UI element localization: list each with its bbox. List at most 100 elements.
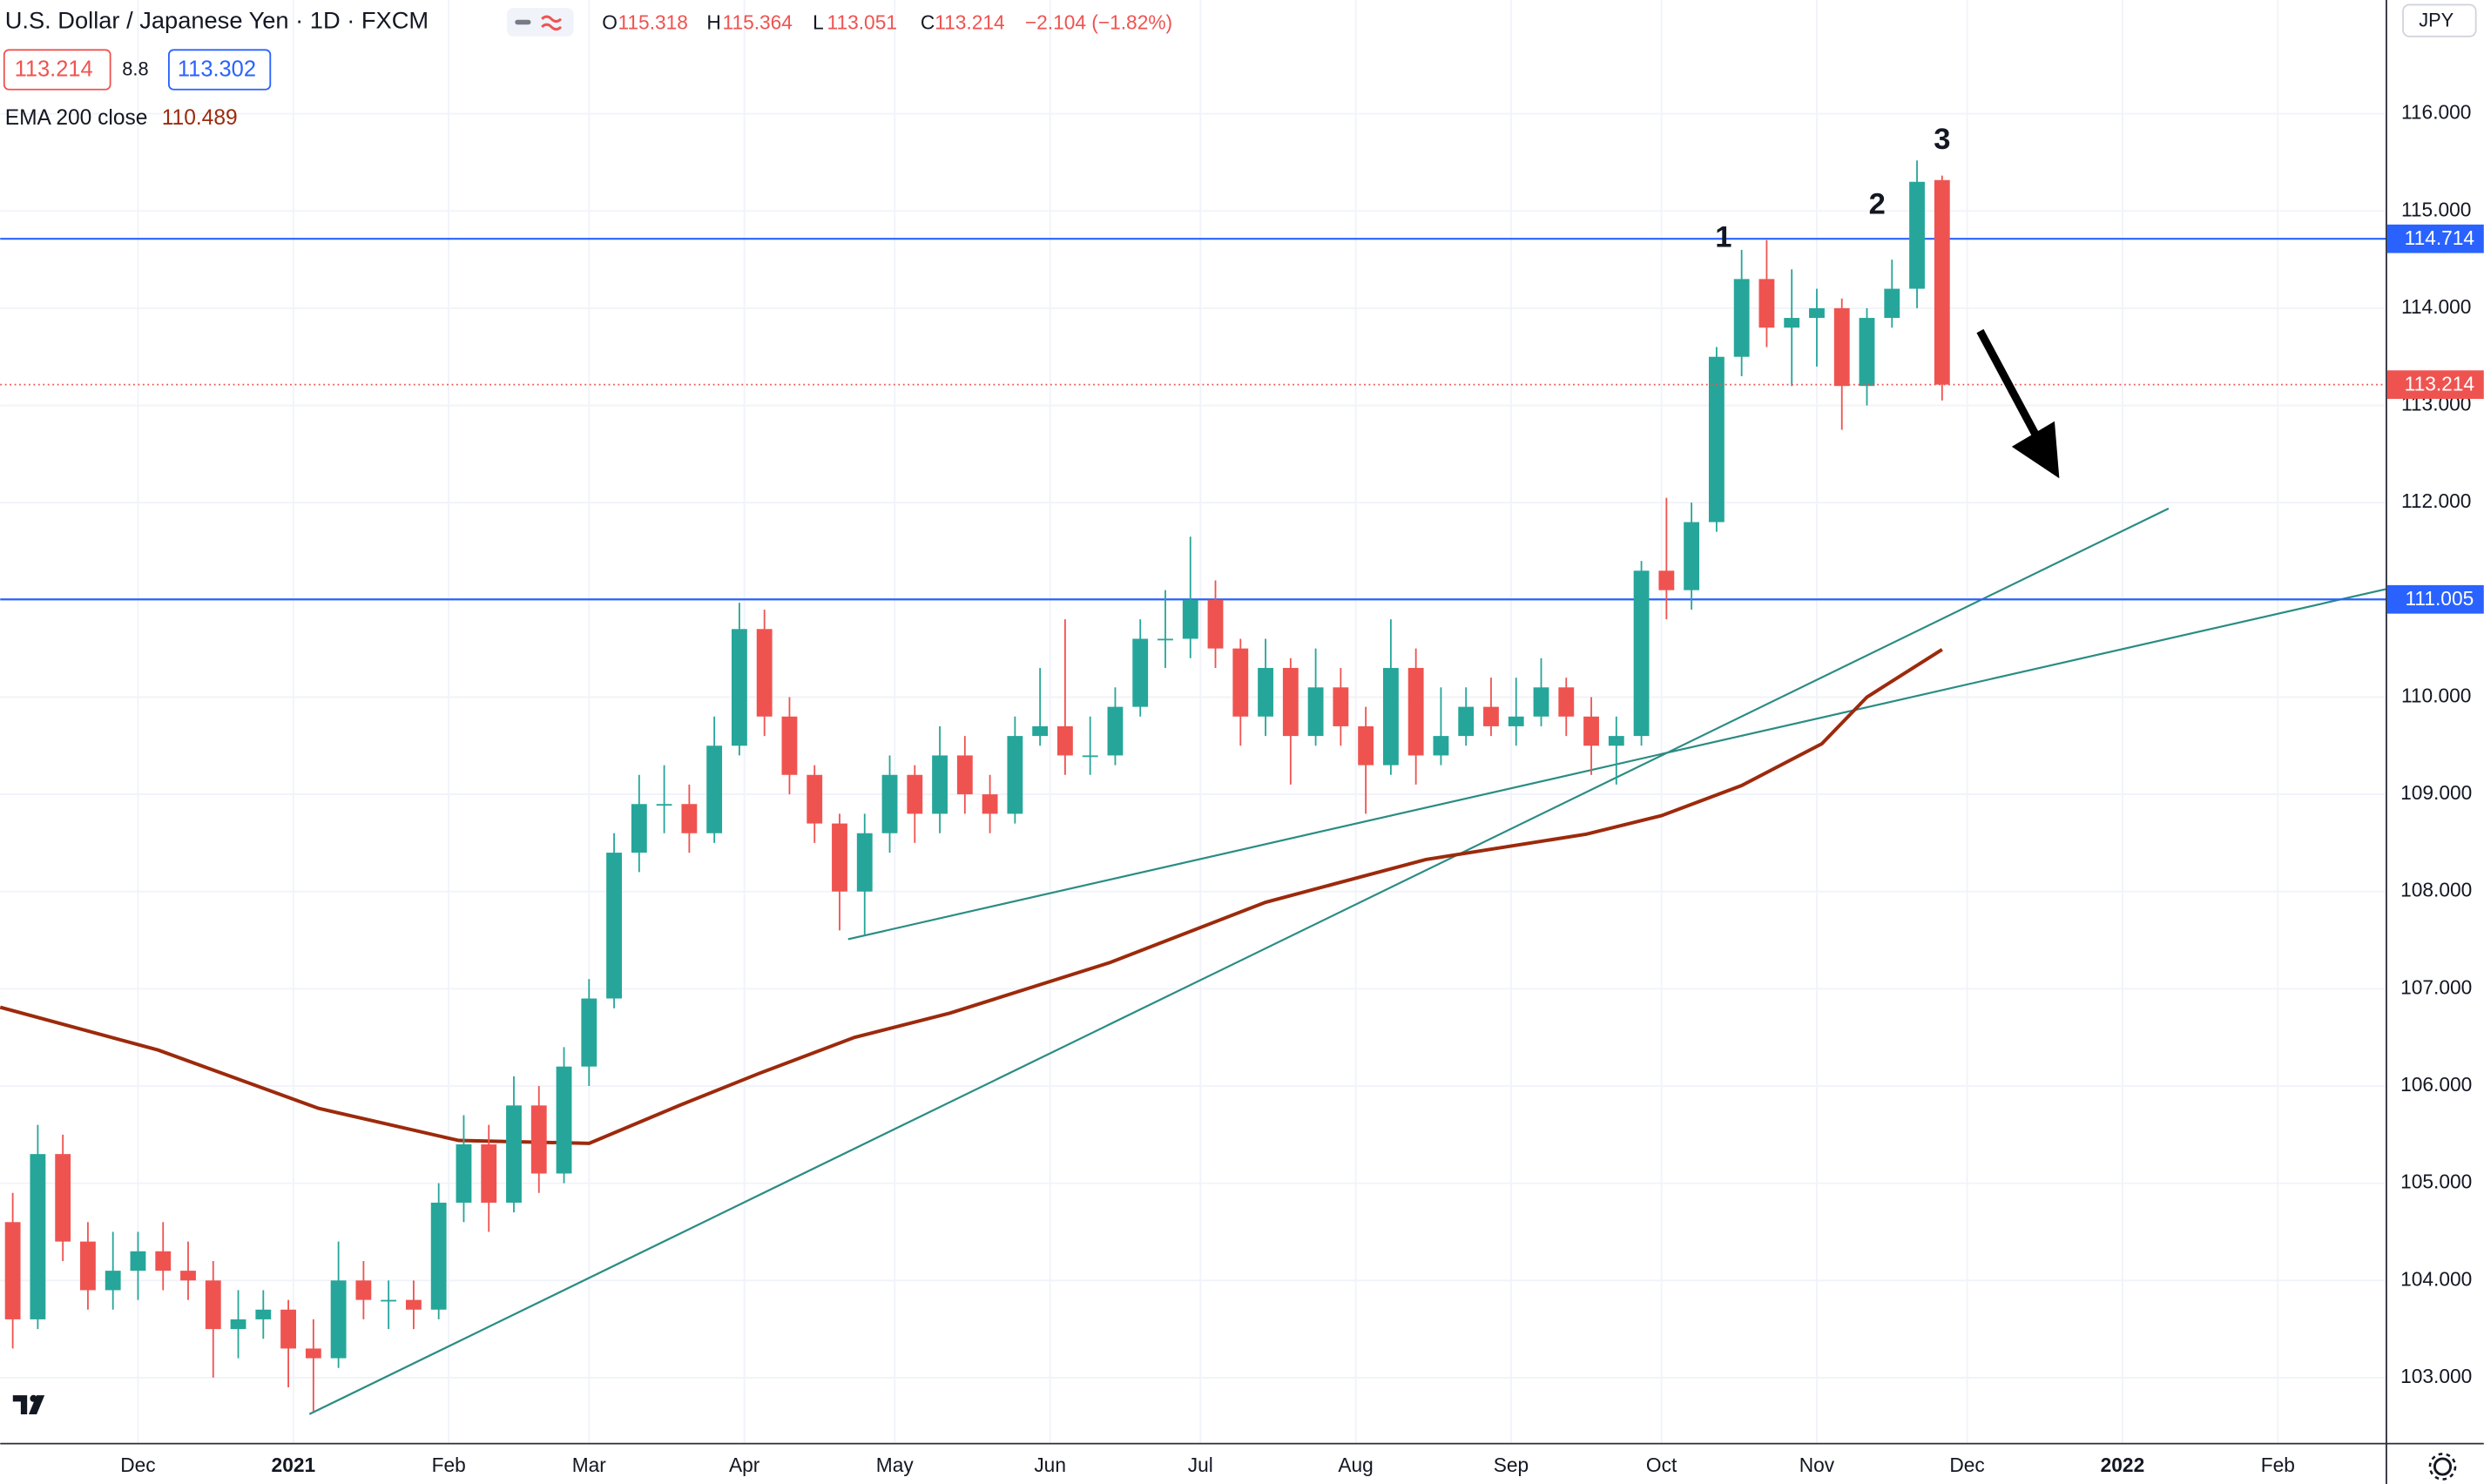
ohlc-value: 113.051 — [827, 10, 897, 33]
level-label: 111.005 — [2405, 587, 2474, 610]
logo-mark — [12, 1395, 45, 1414]
y-tick-label: 116.000 — [2401, 101, 2471, 124]
candle-body — [381, 1299, 397, 1302]
candle-body — [556, 1066, 572, 1174]
grid — [0, 0, 2386, 1443]
trendline — [308, 507, 2170, 1415]
candle-body — [731, 629, 747, 746]
currency: JPY — [2419, 9, 2454, 30]
y-tick-label: 109.000 — [2400, 781, 2472, 804]
candle-body — [1433, 736, 1449, 756]
candle-body — [330, 1280, 347, 1359]
candle-body — [1758, 279, 1775, 328]
candle-body — [1032, 725, 1049, 737]
candle-body — [55, 1154, 71, 1242]
level-label-box — [2386, 224, 2484, 253]
candle-body — [656, 804, 672, 806]
ohlc-label: O — [602, 10, 618, 33]
bid-box[interactable] — [3, 49, 111, 91]
y-tick-label: 103.000 — [2400, 1365, 2472, 1387]
candle-body — [1708, 356, 1725, 523]
candle-body — [1082, 755, 1098, 758]
candle-body — [1809, 307, 1825, 319]
ohlc-value: 115.364 — [723, 10, 793, 33]
arrow-head — [2011, 421, 2060, 479]
candle-body — [581, 998, 597, 1067]
x-tick-label: Feb — [432, 1454, 466, 1476]
x-tick-label: 2021 — [272, 1454, 316, 1476]
candle-body — [230, 1319, 246, 1330]
candle-body — [1307, 687, 1324, 737]
x-tick-label: Jun — [1034, 1454, 1066, 1476]
candle-body — [80, 1241, 96, 1291]
currency-button[interactable] — [2402, 3, 2477, 37]
ask-box[interactable] — [168, 49, 272, 91]
y-tick-label: 115.000 — [2401, 198, 2471, 220]
candle-body — [807, 774, 823, 824]
x-tick-label: Nov — [1799, 1454, 1835, 1476]
candle-body — [1132, 638, 1149, 707]
logo-bg — [4, 1380, 56, 1429]
candle-body — [506, 1105, 522, 1203]
ema-line — [0, 648, 1943, 1145]
candle-body — [1684, 522, 1700, 590]
candle-body — [430, 1202, 447, 1310]
candle-body — [280, 1309, 296, 1349]
y-tick-label: 114.000 — [2401, 295, 2471, 318]
candle-body — [355, 1280, 372, 1300]
x-tick-label: May — [876, 1454, 915, 1476]
candle-body — [1533, 687, 1549, 717]
candle-body — [1407, 667, 1424, 756]
candle-body — [1608, 736, 1624, 746]
toggle-icon — [515, 19, 531, 25]
candle-body — [456, 1143, 472, 1203]
candle-body — [1583, 716, 1599, 746]
candle-body — [781, 716, 798, 775]
candle-body — [1784, 318, 1800, 328]
candle-body — [631, 804, 647, 853]
candle-body — [1232, 648, 1249, 717]
candle-body — [907, 774, 923, 814]
candle-body — [180, 1271, 196, 1281]
x-tick-label: 2022 — [2101, 1454, 2145, 1476]
candle-body — [1884, 288, 1900, 319]
candle-body — [30, 1154, 46, 1319]
candle-body — [481, 1143, 497, 1203]
candle-body — [1182, 599, 1198, 639]
candle-body — [130, 1251, 146, 1272]
candle-body — [982, 794, 998, 814]
candle-body — [1458, 706, 1475, 737]
annotation: 3 — [1934, 123, 1950, 156]
level-label-box — [2386, 584, 2484, 614]
logo-dot — [30, 1394, 37, 1402]
candle-body — [155, 1251, 172, 1272]
x-tick-label: Mar — [572, 1454, 607, 1476]
last-price-box — [2386, 370, 2484, 400]
toggle-icon — [541, 15, 563, 31]
spread: 8.8 — [122, 58, 148, 80]
y-tick-label: 107.000 — [2400, 975, 2472, 998]
candle-body — [932, 755, 948, 814]
candle-body — [1056, 725, 1073, 756]
x-tick-label: Feb — [2261, 1454, 2295, 1476]
logo — [4, 1380, 56, 1429]
ema-name: EMA 200 close — [5, 106, 148, 130]
annotation: 1 — [1715, 221, 1731, 254]
candle-body — [1282, 667, 1299, 737]
candle-body — [1733, 279, 1750, 357]
arrow — [1976, 328, 2044, 446]
candle-body — [1007, 736, 1023, 814]
ema-value: 110.489 — [162, 106, 238, 130]
candle-body — [1333, 687, 1349, 726]
candle-body — [205, 1280, 221, 1330]
candle-body — [1508, 716, 1524, 726]
candle-body — [1483, 706, 1499, 726]
candle-body — [305, 1348, 321, 1359]
candle-body — [105, 1271, 121, 1291]
y-tick-label: 106.000 — [2400, 1073, 2472, 1096]
axes: 103.000 104.000 105.000 106.000 107.000 108.0… — [120, 101, 2484, 1476]
plot — [0, 160, 2386, 1415]
candle-body — [255, 1309, 272, 1319]
y-tick-label: 108.000 — [2400, 879, 2472, 901]
